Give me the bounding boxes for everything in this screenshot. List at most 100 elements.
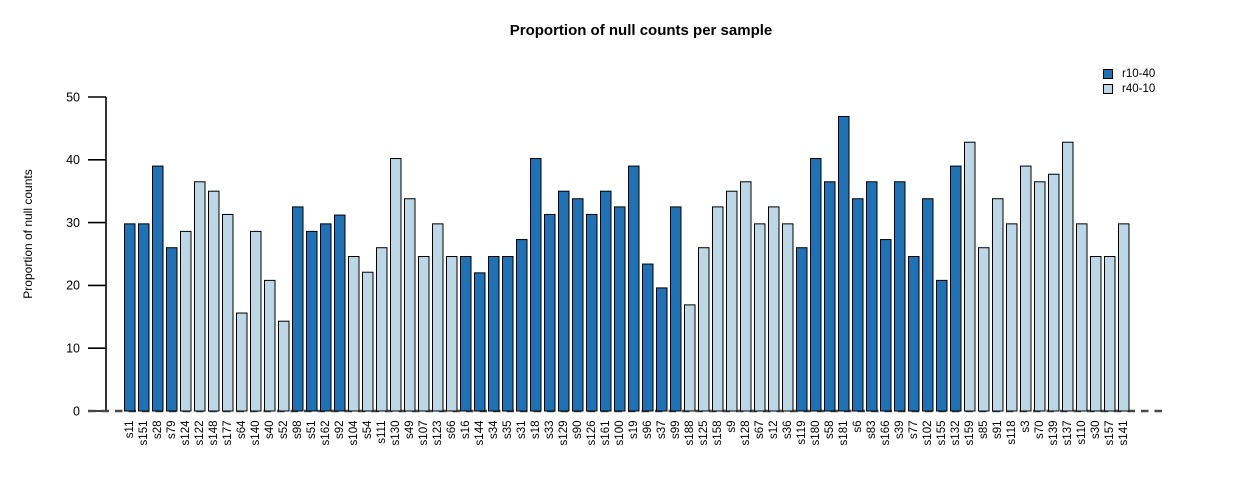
x-tick-label-s16: s16 (460, 421, 472, 440)
bar-s111 (376, 247, 388, 412)
x-tick-label-s19: s19 (628, 421, 640, 440)
x-tick-label-s126: s126 (586, 421, 598, 446)
bar-s124 (180, 230, 192, 412)
x-tick-label-s39: s39 (894, 421, 906, 440)
bar-s39 (894, 181, 906, 412)
x-tick-label-s119: s119 (796, 421, 808, 445)
bar-s140 (250, 230, 262, 412)
bar-s161 (600, 190, 612, 412)
bar-s92 (334, 214, 346, 412)
bar-s54 (362, 271, 374, 412)
x-tick-label-s35: s35 (502, 421, 514, 440)
x-tick-label-s157: s157 (1104, 421, 1116, 446)
x-tick-label-s137: s137 (1062, 421, 1074, 446)
bar-s144 (474, 272, 486, 412)
x-tick-label-s98: s98 (292, 421, 304, 440)
bar-s118 (1006, 223, 1018, 412)
x-tick-label-s102: s102 (922, 421, 934, 446)
x-tick-label-s33: s33 (544, 421, 556, 440)
bar-s177 (222, 213, 234, 412)
x-tick-label-s188: s188 (684, 421, 696, 446)
bar-s37 (656, 287, 668, 412)
x-tick-label-s18: s18 (530, 421, 542, 440)
bars (124, 115, 1130, 412)
x-tick-label-s180: s180 (810, 421, 822, 446)
bar-s12 (768, 206, 780, 412)
x-tick-label-s177: s177 (222, 421, 234, 446)
bar-s70 (1034, 181, 1046, 412)
bar-s148 (208, 190, 220, 412)
bar-s137 (1062, 141, 1074, 412)
x-tick-label-s100: s100 (614, 421, 626, 446)
bar-s122 (194, 181, 206, 412)
x-tick-label-s64: s64 (236, 420, 248, 439)
x-tick-label-s36: s36 (782, 421, 794, 440)
x-tick-label-s9: s9 (726, 421, 738, 433)
x-tick-label-s181: s181 (838, 421, 850, 446)
y-tick-label: 0 (73, 404, 80, 418)
legend-swatch-r40-10 (1103, 83, 1113, 94)
x-tick-label-s83: s83 (866, 421, 878, 440)
bar-s130 (390, 158, 402, 412)
x-tick-label-s40: s40 (264, 421, 276, 440)
x-tick-label-s110: s110 (1076, 421, 1088, 445)
x-tick-label-s129: s129 (558, 421, 570, 446)
x-tick-label-s85: s85 (978, 421, 990, 440)
x-tick-label-s34: s34 (488, 420, 500, 439)
x-tick-label-s141: s141 (1118, 421, 1130, 446)
x-tick-label-s70: s70 (1034, 421, 1046, 440)
bar-s83 (866, 181, 878, 412)
bar-s9 (726, 190, 738, 412)
x-tick-label-s99: s99 (670, 421, 682, 440)
bar-s110 (1076, 223, 1088, 412)
bar-s90 (572, 198, 584, 412)
bar-s141 (1118, 223, 1130, 412)
x-tick-label-s130: s130 (390, 421, 402, 446)
bar-s11 (124, 223, 136, 412)
bar-s36 (782, 223, 794, 412)
bar-s6 (852, 198, 864, 412)
x-tick-label-s118: s118 (1006, 421, 1018, 445)
bar-s31 (516, 239, 528, 412)
bar-s157 (1104, 256, 1116, 412)
bar-s129 (558, 190, 570, 412)
x-tick-label-s37: s37 (656, 421, 668, 440)
bar-s162 (320, 223, 332, 412)
legend-label-r10-40: r10-40 (1122, 67, 1156, 80)
bar-s91 (992, 198, 1004, 412)
bar-s3 (1020, 165, 1032, 412)
x-tick-label-s58: s58 (824, 421, 836, 440)
bar-s99 (670, 206, 682, 412)
y-tick-label: 40 (66, 153, 80, 167)
x-tick-label-s107: s107 (418, 421, 430, 446)
x-tick-label-s128: s128 (740, 421, 752, 446)
y-tick-label: 50 (66, 90, 80, 104)
bar-s64 (236, 312, 248, 412)
y-axis-title: Proportion of null counts (21, 169, 35, 298)
bar-s104 (348, 256, 360, 412)
x-tick-label-s52: s52 (278, 421, 290, 440)
x-tick-label-s166: s166 (880, 421, 892, 446)
x-tick-label-s104: s104 (348, 420, 360, 446)
bar-s102 (922, 198, 934, 412)
bar-s98 (292, 206, 304, 412)
bar-s67 (754, 223, 766, 412)
bar-s132 (950, 165, 962, 412)
bar-s188 (684, 304, 696, 412)
x-tick-label-s96: s96 (642, 421, 654, 440)
bar-s28 (152, 165, 164, 412)
x-tick-label-s92: s92 (334, 421, 346, 440)
x-tick-label-s90: s90 (572, 421, 584, 440)
bar-s52 (278, 320, 290, 412)
bar-s100 (614, 206, 626, 412)
bar-s30 (1090, 256, 1102, 412)
bar-s128 (740, 181, 752, 412)
x-tick-label-s6: s6 (852, 421, 864, 433)
legend-item-r40-10: r40-10 (1103, 81, 1155, 96)
x-tick-label-s111: s111 (376, 421, 388, 444)
bar-s155 (936, 279, 948, 412)
y-tick-label: 30 (66, 216, 80, 230)
bar-s79 (166, 247, 178, 412)
x-tick-label-s162: s162 (320, 421, 332, 446)
legend-label-r40-10: r40-10 (1122, 82, 1156, 95)
